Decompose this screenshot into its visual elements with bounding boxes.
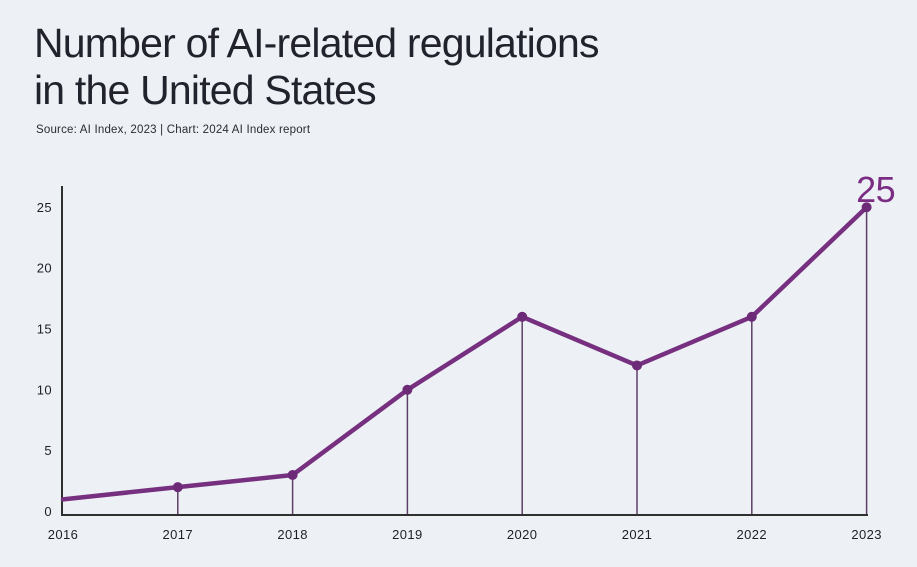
data-point [861,202,872,213]
page-title: Number of AI-related regulations in the … [34,20,599,114]
data-point [632,360,642,371]
x-tick-label: 2019 [392,527,423,542]
data-series-line [60,205,869,502]
x-tick-label: 2016 [48,527,79,542]
y-tick-label: 10 [37,382,52,397]
source-line: Source: AI Index, 2023 | Chart: 2024 AI … [36,124,311,136]
x-tick-label: 2023 [851,527,882,542]
x-tick-label: 2022 [737,527,768,542]
x-tick-label: 2017 [163,527,194,542]
x-tick-label: 2021 [622,527,653,542]
y-tick-label: 15 [37,321,52,336]
data-point [287,469,298,480]
y-tick-label: 5 [44,443,52,458]
x-tick-label: 2020 [507,527,538,542]
data-point [746,311,757,322]
page-title-line-1: Number of AI-related regulations [34,20,599,66]
page-title-line-2: in the United States [34,67,377,113]
value-annotation: 25 [856,169,895,210]
x-tick-label: 2018 [277,527,308,542]
y-tick-label: 25 [37,200,52,215]
y-tick-label: 20 [37,261,52,276]
data-point [402,384,413,395]
data-point [517,311,528,322]
data-point [172,482,183,493]
y-tick-label: 0 [44,504,52,519]
